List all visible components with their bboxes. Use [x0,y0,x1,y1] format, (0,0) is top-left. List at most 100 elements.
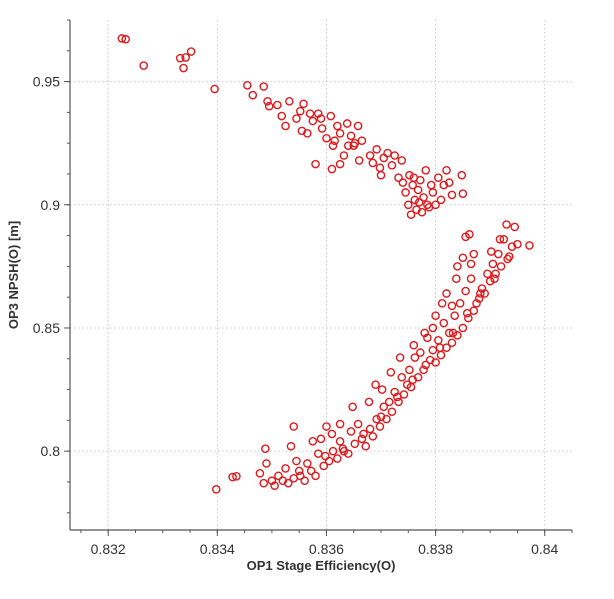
data-point [458,189,468,198]
data-point [428,345,438,355]
data-point [295,471,305,481]
data-point [335,159,345,169]
data-point [410,353,420,362]
data-point [353,121,363,131]
data-point [232,471,241,481]
data-point [417,207,427,217]
data-point [436,195,446,205]
data-point [317,124,327,133]
data-point [342,119,352,128]
data-point [453,262,462,271]
data-point [228,472,237,482]
y-axis-title: OP3 NPSH(O) [m] [6,221,21,329]
data-point [495,234,505,244]
data-point [259,82,269,91]
data-point [398,178,408,187]
data-point [289,422,299,431]
data-point [444,328,454,338]
data-point [311,159,320,169]
data-point [390,151,399,160]
data-point [346,131,356,141]
data-point [434,173,443,182]
x-tick-label: 0.834 [200,541,235,557]
x-tick-label: 0.836 [309,541,344,557]
data-point [292,456,301,466]
data-point [490,274,499,283]
data-point [311,471,320,481]
data-point [316,434,326,444]
data-point [264,101,274,111]
data-point [353,419,363,429]
data-point [181,53,190,62]
data-point [139,61,148,70]
data-point [447,190,457,200]
data-point [357,434,367,444]
data-point [262,459,271,468]
data-point [339,151,349,160]
x-tick-label: 0.832 [91,541,126,557]
data-point [408,375,417,385]
data-point [359,429,368,439]
data-point [383,148,392,158]
data-point [447,301,457,311]
data-point [255,469,265,478]
data-point [476,289,485,298]
data-point [442,165,451,175]
data-point [361,441,371,451]
data-point [376,170,386,180]
data-point [486,247,496,256]
y-tick-label: 0.9 [41,197,61,213]
data-point [365,151,375,160]
data-point [387,407,397,417]
y-tick-label: 0.85 [33,320,60,336]
data-point [420,328,429,338]
data-point [502,220,511,229]
data-point [458,323,468,333]
data-point [186,47,196,56]
data-point [488,259,498,269]
data-point [335,437,345,446]
data-point [435,343,445,352]
data-point [286,441,296,451]
data-point [377,385,387,394]
data-point [455,299,465,308]
data-point [368,432,378,441]
data-point [499,234,509,244]
data-point [322,133,331,143]
data-point [419,193,428,202]
data-point [483,269,492,279]
data-point [121,34,130,44]
data-point [327,429,337,439]
data-point [117,34,127,43]
data-point [384,397,394,407]
data-point [273,100,282,110]
data-point [364,397,374,407]
data-point [348,402,357,412]
points-layer [117,34,534,494]
data-point [397,156,407,165]
data-point [431,200,440,210]
data-point [327,164,337,174]
data-point [283,478,293,488]
data-point [365,424,375,434]
data-point [439,318,449,328]
data-point [376,412,386,421]
data-point [453,331,462,340]
axes-layer [69,20,572,531]
data-point [319,461,329,471]
data-point [525,241,534,250]
data-point [442,289,451,298]
data-point [333,121,342,131]
data-point [405,170,414,180]
data-point [413,185,423,195]
data-point [450,311,459,320]
data-point [243,80,252,90]
data-point [386,368,396,377]
data-point [211,485,221,494]
data-point [285,97,294,106]
data-point [322,422,331,431]
data-point [175,53,185,63]
data-point [457,170,467,180]
data-point [263,97,272,106]
data-point [491,269,500,279]
